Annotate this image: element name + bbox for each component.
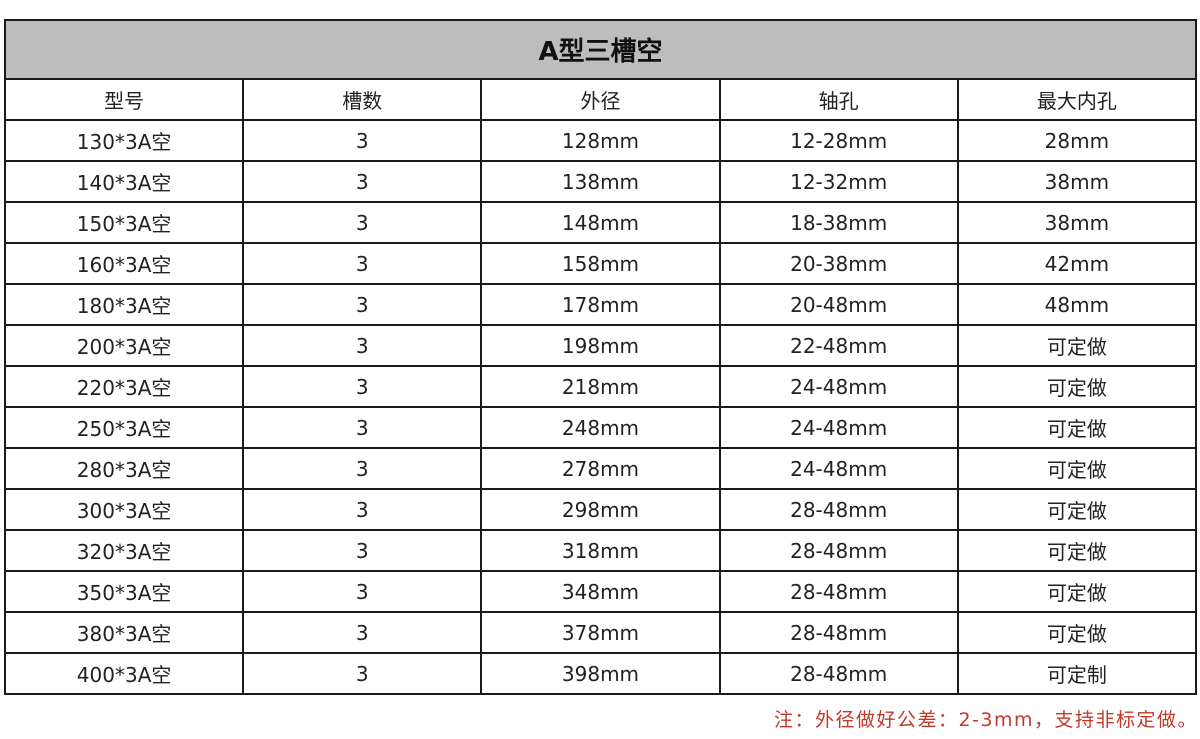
table-cell: 可定做 (956, 365, 1198, 408)
column-header: 槽数 (242, 78, 483, 121)
table-cell: 3 (242, 201, 483, 244)
table-cell: 140*3A空 (3, 160, 245, 203)
table-cell: 42mm (956, 242, 1198, 285)
table-row: 180*3A空 3 178mm 20-48mm 48mm (3, 283, 1198, 326)
table-row: 220*3A空 3 218mm 24-48mm 可定做 (3, 365, 1198, 408)
table-cell: 3 (242, 529, 483, 572)
table-cell: 220*3A空 (3, 365, 245, 408)
table-cell: 378mm (480, 611, 721, 654)
table-row: 150*3A空 3 148mm 18-38mm 38mm (3, 201, 1198, 244)
table-cell: 可定做 (956, 529, 1198, 572)
table-cell: 可定做 (956, 447, 1198, 490)
table-cell: 24-48mm (718, 447, 959, 490)
table-cell: 3 (242, 160, 483, 203)
table-cell: 18-38mm (718, 201, 959, 244)
table-cell: 3 (242, 611, 483, 654)
table-cell: 318mm (480, 529, 721, 572)
table-cell: 250*3A空 (3, 406, 245, 449)
table-cell: 348mm (480, 570, 721, 613)
table-cell: 可定制 (956, 652, 1198, 695)
table-cell: 178mm (480, 283, 721, 326)
table-cell: 可定做 (956, 570, 1198, 613)
table-row: 300*3A空 3 298mm 28-48mm 可定做 (3, 488, 1198, 531)
table-row: 250*3A空 3 248mm 24-48mm 可定做 (3, 406, 1198, 449)
table-row: 130*3A空 3 128mm 12-28mm 28mm (3, 119, 1198, 162)
table-cell: 38mm (956, 201, 1198, 244)
table-cell: 可定做 (956, 324, 1198, 367)
table-cell: 3 (242, 488, 483, 531)
table-cell: 24-48mm (718, 406, 959, 449)
table-cell: 3 (242, 242, 483, 285)
table-cell: 28-48mm (718, 529, 959, 572)
table-cell: 28mm (956, 119, 1198, 162)
column-header: 型号 (3, 78, 245, 121)
table-cell: 398mm (480, 652, 721, 695)
table-cell: 148mm (480, 201, 721, 244)
table-cell: 3 (242, 283, 483, 326)
table-title: A型三槽空 (4, 19, 1197, 80)
table-row: 320*3A空 3 318mm 28-48mm 可定做 (3, 529, 1198, 572)
table-cell: 12-28mm (718, 119, 959, 162)
table-cell: 可定做 (956, 406, 1198, 449)
table-cell: 可定做 (956, 488, 1198, 531)
table-cell: 3 (242, 324, 483, 367)
table-row: 400*3A空 3 398mm 28-48mm 可定制 (3, 652, 1198, 695)
table-cell: 38mm (956, 160, 1198, 203)
table-cell: 3 (242, 406, 483, 449)
table-cell: 28-48mm (718, 570, 959, 613)
table-cell: 28-48mm (718, 611, 959, 654)
table-row: 160*3A空 3 158mm 20-38mm 42mm (3, 242, 1198, 285)
table-cell: 320*3A空 (3, 529, 245, 572)
table-cell: 28-48mm (718, 652, 959, 695)
table-cell: 3 (242, 652, 483, 695)
table-cell: 128mm (480, 119, 721, 162)
table-row: 350*3A空 3 348mm 28-48mm 可定做 (3, 570, 1198, 613)
table-cell: 22-48mm (718, 324, 959, 367)
table-body: 130*3A空 3 128mm 12-28mm 28mm 140*3A空 3 138mm 12-… (3, 119, 1198, 695)
table-row: 280*3A空 3 278mm 24-48mm 可定做 (3, 447, 1198, 490)
table-cell: 298mm (480, 488, 721, 531)
column-header: 轴孔 (718, 78, 959, 121)
table-cell: 158mm (480, 242, 721, 285)
table-row: 140*3A空 3 138mm 12-32mm 38mm (3, 160, 1198, 203)
column-header: 外径 (480, 78, 721, 121)
header-row: 型号 槽数 外径 轴孔 最大内孔 (3, 78, 1198, 121)
table-cell: 350*3A空 (3, 570, 245, 613)
table-cell: 12-32mm (718, 160, 959, 203)
table-cell: 138mm (480, 160, 721, 203)
table-cell: 3 (242, 119, 483, 162)
table-row: 200*3A空 3 198mm 22-48mm 可定做 (3, 324, 1198, 367)
table-cell: 200*3A空 (3, 324, 245, 367)
table-cell: 150*3A空 (3, 201, 245, 244)
table-cell: 3 (242, 570, 483, 613)
table-cell: 48mm (956, 283, 1198, 326)
table-cell: 20-38mm (718, 242, 959, 285)
table-cell: 380*3A空 (3, 611, 245, 654)
table-cell: 130*3A空 (3, 119, 245, 162)
table-cell: 180*3A空 (3, 283, 245, 326)
table-cell: 400*3A空 (3, 652, 245, 695)
spec-table: A型三槽空 型号 槽数 外径 轴孔 最大内孔 130*3A空 3 128mm 12-28mm 2… (3, 19, 1198, 695)
table-cell: 300*3A空 (3, 488, 245, 531)
table-row: 380*3A空 3 378mm 28-48mm 可定做 (3, 611, 1198, 654)
table-cell: 218mm (480, 365, 721, 408)
table-cell: 可定做 (956, 611, 1198, 654)
table-cell: 160*3A空 (3, 242, 245, 285)
table-cell: 280*3A空 (3, 447, 245, 490)
table-cell: 198mm (480, 324, 721, 367)
table-cell: 3 (242, 365, 483, 408)
column-header: 最大内孔 (956, 78, 1198, 121)
table-cell: 248mm (480, 406, 721, 449)
table-cell: 28-48mm (718, 488, 959, 531)
table-cell: 278mm (480, 447, 721, 490)
footnote: 注：外径做好公差：2-3mm，支持非标定做。 (773, 709, 1198, 731)
table-cell: 20-48mm (718, 283, 959, 326)
table-cell: 3 (242, 447, 483, 490)
table-cell: 24-48mm (718, 365, 959, 408)
